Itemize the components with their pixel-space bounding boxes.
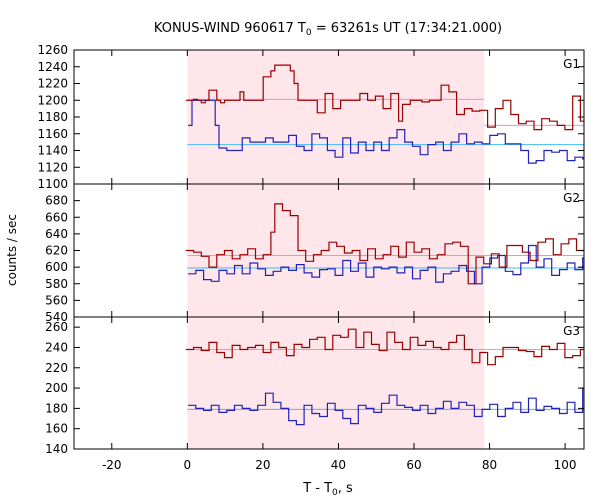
y-tick-label: 200	[45, 381, 68, 395]
y-tick-label: 600	[45, 260, 68, 274]
x-tick-label: 100	[554, 458, 577, 472]
y-tick-label: 620	[45, 244, 68, 258]
y-tick-label: 1200	[37, 93, 68, 107]
highlight-region	[187, 50, 485, 449]
panel-g3	[185, 328, 584, 426]
lower-series	[188, 99, 584, 164]
x-tick-label: 0	[184, 458, 192, 472]
panel-frame	[73, 316, 585, 450]
x-tick-label: 80	[482, 458, 497, 472]
y-tick-label: 1160	[37, 127, 68, 141]
x-tick-label: -20	[102, 458, 122, 472]
y-tick-label: 1140	[37, 144, 68, 158]
x-tick-label: 20	[255, 458, 270, 472]
y-tick-label: 160	[45, 422, 68, 436]
y-tick-label: 680	[45, 194, 68, 208]
upper-series	[185, 64, 584, 131]
y-tick-label: 180	[45, 401, 68, 415]
panel-label: G3	[563, 324, 580, 338]
chart-title: KONUS-WIND 960617 T0 = 63261s UT (17:34:…	[154, 21, 502, 38]
upper-series	[185, 328, 584, 366]
panel-label: G1	[563, 57, 580, 71]
y-tick-label: 1240	[37, 60, 68, 74]
panel-label: G2	[563, 191, 580, 205]
x-tick-label: 40	[331, 458, 346, 472]
y-tick-label: 640	[45, 227, 68, 241]
y-tick-label: 660	[45, 210, 68, 224]
panel-g2	[185, 203, 584, 285]
y-axis-label: counts / sec	[5, 214, 19, 286]
x-axis-label: T - T0, s	[302, 481, 353, 498]
upper-series	[185, 203, 584, 285]
y-tick-label: 1260	[37, 43, 68, 57]
x-tick-label: 60	[406, 458, 421, 472]
y-tick-label: 580	[45, 277, 68, 291]
y-tick-label: 560	[45, 293, 68, 307]
y-tick-label: 140	[45, 442, 68, 456]
lower-series	[188, 244, 584, 285]
panel-g1	[185, 64, 584, 164]
y-tick-label: 240	[45, 340, 68, 354]
y-tick-label: 260	[45, 320, 68, 334]
y-tick-label: 1180	[37, 110, 68, 124]
y-tick-label: 1120	[37, 160, 68, 174]
lower-series	[188, 387, 584, 426]
y-tick-label: 220	[45, 361, 68, 375]
y-tick-label: 1100	[37, 177, 68, 191]
y-tick-label: 540	[45, 310, 68, 324]
y-tick-label: 1220	[37, 77, 68, 91]
